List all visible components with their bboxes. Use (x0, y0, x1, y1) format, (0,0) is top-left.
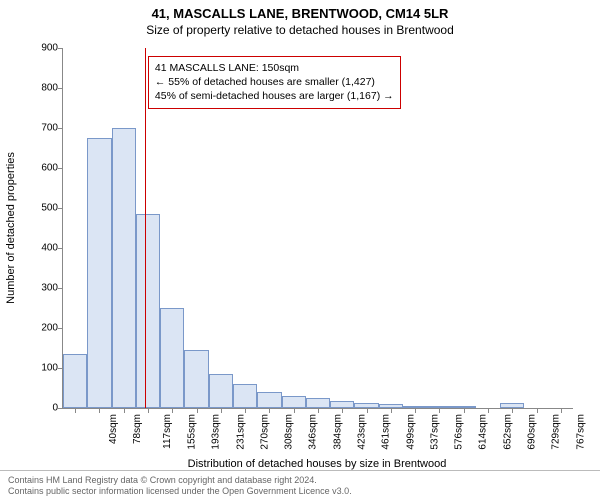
histogram-bar (136, 214, 160, 408)
chart-subtitle: Size of property relative to detached ho… (0, 21, 600, 41)
histogram-bar (209, 374, 233, 408)
x-tick-label: 423sqm (357, 414, 368, 450)
histogram-bar (282, 396, 306, 408)
property-marker-line (145, 48, 147, 408)
y-tick-label: 600 (18, 163, 58, 174)
histogram-bar (160, 308, 184, 408)
x-tick-label: 117sqm (162, 414, 173, 449)
y-tick-label: 700 (18, 123, 58, 134)
x-tick-label: 384sqm (332, 414, 343, 450)
y-tick-mark (58, 208, 63, 209)
y-tick-label: 300 (18, 283, 58, 294)
property-annotation: 41 MASCALLS LANE: 150sqm ← 55% of detach… (148, 56, 401, 109)
x-tick-label: 537sqm (429, 414, 440, 450)
histogram-bar (184, 350, 208, 408)
y-tick-label: 900 (18, 43, 58, 54)
x-tick-mark (561, 408, 562, 413)
x-tick-mark (245, 408, 246, 413)
y-tick-mark (58, 368, 63, 369)
annotation-line: 41 MASCALLS LANE: 150sqm (155, 61, 394, 75)
x-tick-label: 270sqm (259, 414, 270, 450)
histogram-bar (257, 392, 281, 408)
y-tick-mark (58, 168, 63, 169)
x-tick-mark (415, 408, 416, 413)
histogram-bar (233, 384, 257, 408)
x-tick-mark (294, 408, 295, 413)
x-tick-mark (318, 408, 319, 413)
y-tick-mark (58, 48, 63, 49)
y-tick-label: 800 (18, 83, 58, 94)
x-tick-label: 461sqm (381, 414, 392, 450)
y-tick-mark (58, 88, 63, 89)
chart-container: 41, MASCALLS LANE, BRENTWOOD, CM14 5LR S… (0, 0, 600, 500)
footer-line: Contains HM Land Registry data © Crown c… (8, 475, 592, 487)
x-tick-label: 614sqm (478, 414, 489, 450)
y-tick-mark (58, 408, 63, 409)
x-tick-label: 231sqm (235, 414, 246, 450)
x-tick-mark (148, 408, 149, 413)
annotation-line: ← 55% of detached houses are smaller (1,… (155, 75, 394, 89)
y-tick-label: 0 (18, 403, 58, 414)
histogram-bar (63, 354, 87, 408)
x-tick-mark (537, 408, 538, 413)
x-tick-mark (464, 408, 465, 413)
x-tick-mark (221, 408, 222, 413)
y-tick-mark (58, 128, 63, 129)
x-tick-mark (197, 408, 198, 413)
histogram-bar (330, 401, 354, 408)
x-axis-label: Distribution of detached houses by size … (62, 458, 572, 470)
y-tick-mark (58, 288, 63, 289)
histogram-bar (112, 128, 136, 408)
x-tick-mark (99, 408, 100, 413)
x-tick-mark (75, 408, 76, 413)
plot-area: Number of detached properties 41 MASCALL… (62, 48, 573, 409)
y-tick-label: 500 (18, 203, 58, 214)
footer-line: Contains public sector information licen… (8, 486, 592, 498)
footer: Contains HM Land Registry data © Crown c… (0, 470, 600, 498)
x-tick-label: 652sqm (502, 414, 513, 450)
x-tick-label: 78sqm (132, 414, 143, 444)
plot-wrap: Number of detached properties 41 MASCALL… (62, 48, 572, 408)
y-tick-label: 100 (18, 363, 58, 374)
y-tick-label: 200 (18, 323, 58, 334)
annotation-line: 45% of semi-detached houses are larger (… (155, 89, 394, 103)
x-tick-label: 576sqm (454, 414, 465, 450)
x-tick-label: 690sqm (527, 414, 538, 450)
y-axis-label: Number of detached properties (5, 152, 17, 304)
y-tick-label: 400 (18, 243, 58, 254)
x-tick-mark (124, 408, 125, 413)
histogram-bar (87, 138, 111, 408)
histogram-bar (306, 398, 330, 408)
x-tick-mark (269, 408, 270, 413)
x-tick-label: 155sqm (187, 414, 198, 450)
x-tick-mark (342, 408, 343, 413)
x-tick-label: 308sqm (284, 414, 295, 450)
x-tick-label: 729sqm (551, 414, 562, 450)
x-tick-mark (439, 408, 440, 413)
x-tick-label: 193sqm (211, 414, 222, 450)
x-tick-label: 40sqm (108, 414, 119, 444)
y-tick-mark (58, 328, 63, 329)
x-tick-label: 767sqm (575, 414, 586, 450)
y-tick-mark (58, 248, 63, 249)
x-tick-label: 499sqm (405, 414, 416, 450)
x-tick-mark (488, 408, 489, 413)
x-tick-mark (172, 408, 173, 413)
x-tick-mark (512, 408, 513, 413)
x-tick-mark (391, 408, 392, 413)
x-tick-label: 346sqm (308, 414, 319, 450)
x-tick-mark (367, 408, 368, 413)
chart-title: 41, MASCALLS LANE, BRENTWOOD, CM14 5LR (0, 0, 600, 21)
